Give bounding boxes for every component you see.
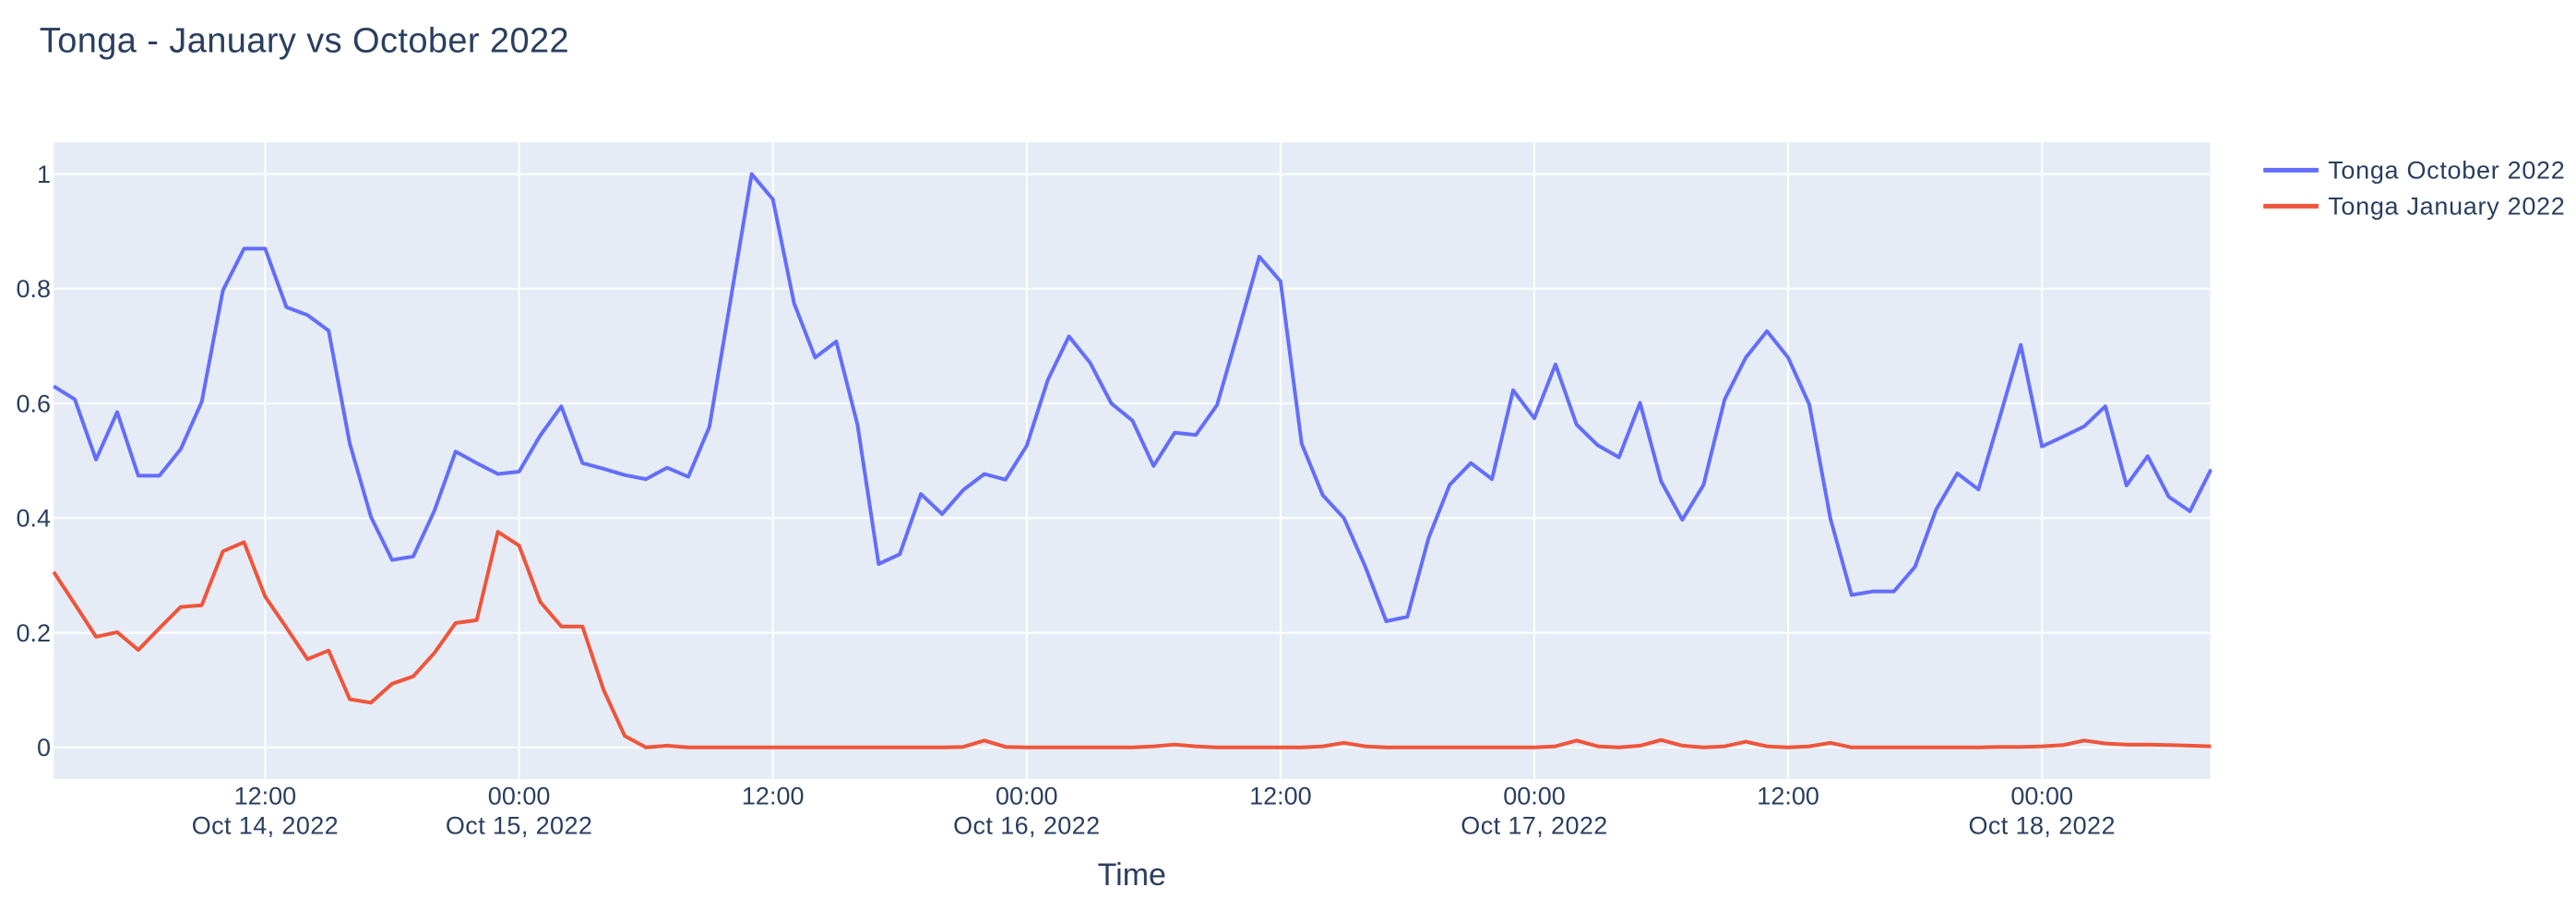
svg-text:Oct 18, 2022: Oct 18, 2022 bbox=[1968, 812, 2115, 840]
svg-text:0: 0 bbox=[37, 734, 51, 761]
svg-text:00:00: 00:00 bbox=[1503, 783, 1566, 810]
svg-text:Tonga - January vs October 202: Tonga - January vs October 2022 bbox=[40, 22, 569, 61]
svg-text:12:00: 12:00 bbox=[1757, 783, 1819, 810]
svg-text:0.2: 0.2 bbox=[16, 619, 51, 647]
svg-text:00:00: 00:00 bbox=[2010, 783, 2073, 810]
svg-text:Oct 17, 2022: Oct 17, 2022 bbox=[1461, 812, 1607, 840]
svg-text:12:00: 12:00 bbox=[742, 783, 805, 810]
svg-text:12:00: 12:00 bbox=[1249, 783, 1312, 810]
svg-text:Oct 16, 2022: Oct 16, 2022 bbox=[953, 812, 1100, 840]
svg-text:1: 1 bbox=[37, 161, 51, 188]
svg-text:Time: Time bbox=[1098, 857, 1166, 893]
svg-text:Tonga October 2022: Tonga October 2022 bbox=[2328, 157, 2565, 185]
svg-text:12:00: 12:00 bbox=[234, 783, 297, 810]
svg-text:Oct 14, 2022: Oct 14, 2022 bbox=[192, 812, 339, 840]
svg-text:0.8: 0.8 bbox=[16, 275, 51, 303]
svg-text:00:00: 00:00 bbox=[996, 783, 1058, 810]
svg-text:0.6: 0.6 bbox=[16, 390, 51, 417]
svg-text:0.4: 0.4 bbox=[16, 505, 51, 533]
svg-text:00:00: 00:00 bbox=[488, 783, 551, 810]
svg-text:Tonga January 2022: Tonga January 2022 bbox=[2328, 193, 2565, 221]
svg-text:Oct 15, 2022: Oct 15, 2022 bbox=[446, 812, 592, 840]
